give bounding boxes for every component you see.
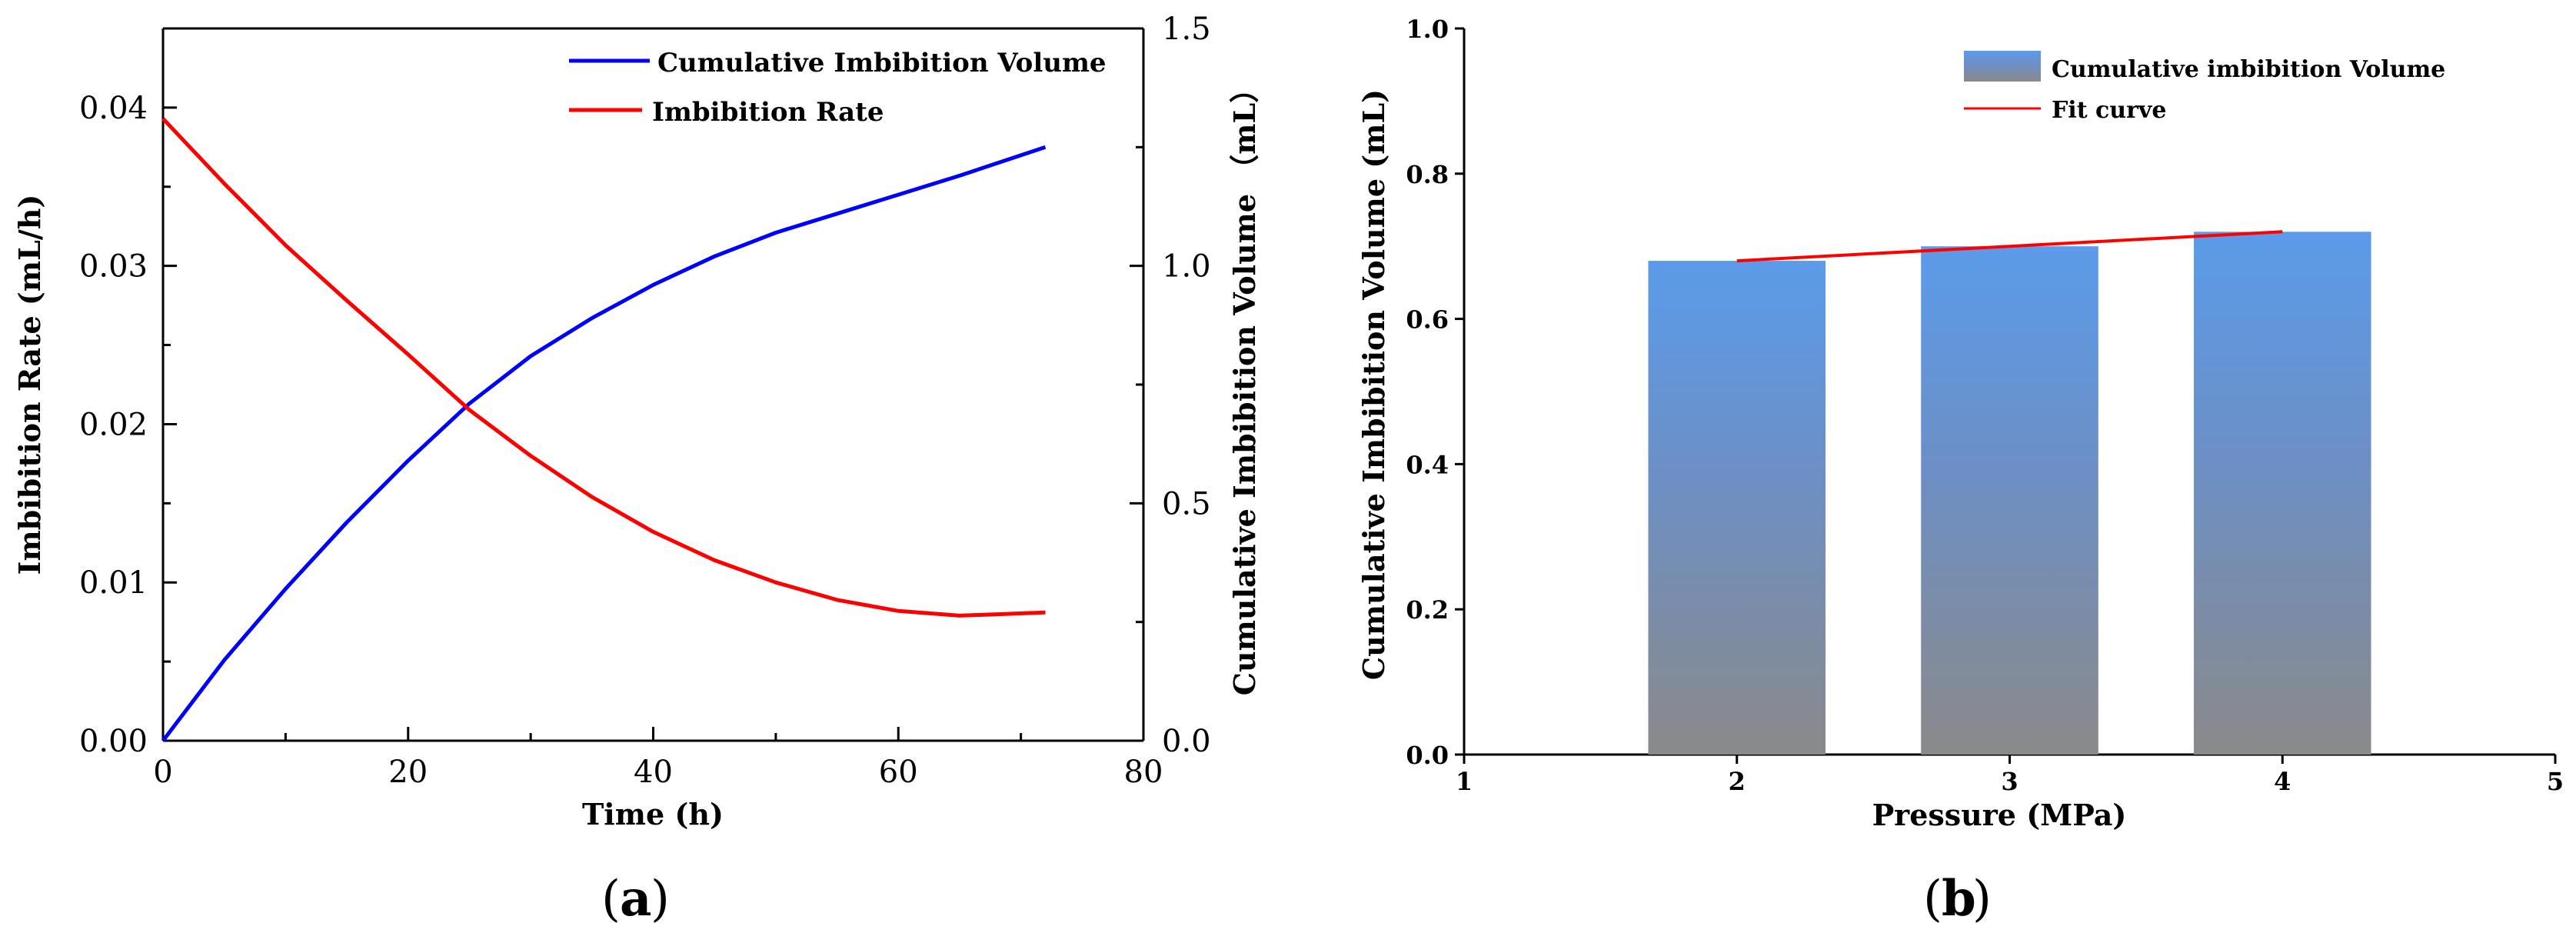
- b-panel-paren-close: ): [1972, 871, 1992, 928]
- b-panel-letter: b: [1942, 870, 1976, 928]
- a-y-left-tick-label: 0.02: [79, 407, 148, 442]
- b-y-axis-label: Cumulative Imbibition Volume (mL): [1356, 89, 1391, 680]
- a-x-axis-label: Time (h): [582, 797, 724, 831]
- b-x-tick-label: 5: [2547, 767, 2564, 796]
- a-legend-label-rate: Imbibition Rate: [652, 97, 884, 128]
- a-series-line-cumulative-volume: [161, 145, 1047, 742]
- a-y-left-tick-label: 0.01: [79, 565, 148, 601]
- b-x-tick-label: 2: [1729, 767, 1746, 796]
- b-fit-curve: [1736, 230, 2283, 263]
- b-panel-paren-open: (: [1923, 871, 1942, 928]
- a-y-right-tick-label: 0.0: [1162, 724, 1211, 759]
- a-y-left-tick-label: 0.04: [79, 91, 148, 126]
- b-fit-line: [1736, 230, 2283, 263]
- b-x-axis-label: Pressure (MPa): [1872, 798, 2127, 832]
- b-y-tick-label: 0.6: [1406, 305, 1449, 335]
- b-bars: [1648, 232, 2371, 755]
- b-legend-label-bar: Cumulative imbibition Volume: [2052, 56, 2445, 83]
- a-y-left-tick-label: 0.00: [79, 724, 148, 759]
- a-y-right-axis-label: Cumulative Imbibition Volume （mL）: [1227, 74, 1262, 695]
- chart-a: 0 20 40 60 80 0.00 0.01 0.02 0.03 0.04 0.0 0.5 1.0…: [12, 12, 1262, 928]
- a-panel-paren-close: ): [651, 871, 670, 928]
- b-x-tick-label: 1: [1456, 767, 1473, 796]
- b-panel-label: ( b ): [1923, 870, 1992, 928]
- a-y-left-tick-label: 0.03: [79, 249, 148, 285]
- a-panel-letter: a: [620, 870, 651, 928]
- b-x-tick-label: 3: [2001, 767, 2018, 796]
- b-y-ticks: 0.0 0.2 0.4 0.6 0.8 1.0: [1406, 15, 1464, 770]
- a-y-right-ticks: 0.0 0.5 1.0 1.5: [1130, 12, 1211, 759]
- b-y-tick-label: 0.8: [1406, 160, 1449, 189]
- a-panel-label: ( a ): [601, 870, 670, 928]
- a-legend: Cumulative Imbibition Volume Imbibition …: [569, 48, 1107, 128]
- b-legend-swatch-bar: [1964, 51, 2041, 82]
- a-legend-label-volume: Cumulative Imbibition Volume: [657, 48, 1107, 78]
- b-y-tick-label: 1.0: [1406, 15, 1449, 44]
- b-bar-3: [1921, 246, 2098, 755]
- a-y-right-tick-label: 1.5: [1162, 12, 1211, 47]
- a-x-tick-label: 40: [634, 755, 673, 790]
- a-y-right-tick-label: 1.0: [1162, 249, 1211, 285]
- a-y-left-axis-label: Imbibition Rate (mL/h): [12, 195, 47, 575]
- b-legend: Cumulative imbibition Volume Fit curve: [1964, 51, 2445, 124]
- b-x-tick-label: 4: [2274, 767, 2291, 796]
- b-y-tick-label: 0.2: [1406, 595, 1449, 625]
- a-x-tick-label: 0: [153, 755, 172, 790]
- a-series-lines: [161, 117, 1047, 742]
- chart-b: 1 2 3 4 5 0.0 0.2 0.4 0.6 0.8 1.0 Cumulative imbi…: [1356, 15, 2564, 928]
- a-x-tick-label: 80: [1124, 755, 1163, 790]
- a-series-line-imbibition-rate: [161, 117, 1046, 618]
- a-panel-paren-open: (: [601, 871, 621, 928]
- a-x-ticks: 0 20 40 60 80: [153, 727, 1163, 790]
- a-x-tick-label: 60: [879, 755, 918, 790]
- b-legend-label-line: Fit curve: [2052, 97, 2166, 124]
- a-x-tick-label: 20: [388, 755, 428, 790]
- b-y-tick-label: 0.4: [1406, 450, 1449, 479]
- b-bar-4: [2193, 232, 2371, 755]
- b-y-tick-label: 0.0: [1406, 741, 1449, 770]
- b-x-ticks: 1 2 3 4 5: [1456, 755, 2564, 796]
- a-y-left-ticks: 0.00 0.01 0.02 0.03 0.04: [79, 27, 177, 759]
- b-bar-2: [1648, 261, 1826, 755]
- a-y-right-tick-label: 0.5: [1162, 486, 1211, 521]
